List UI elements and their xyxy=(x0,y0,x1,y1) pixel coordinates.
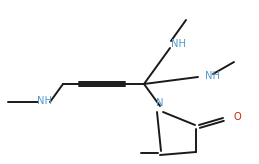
Text: NH: NH xyxy=(37,96,52,106)
Text: NH: NH xyxy=(171,39,186,49)
Text: N: N xyxy=(156,98,164,108)
Text: NH: NH xyxy=(205,71,220,81)
Text: O: O xyxy=(233,112,241,122)
